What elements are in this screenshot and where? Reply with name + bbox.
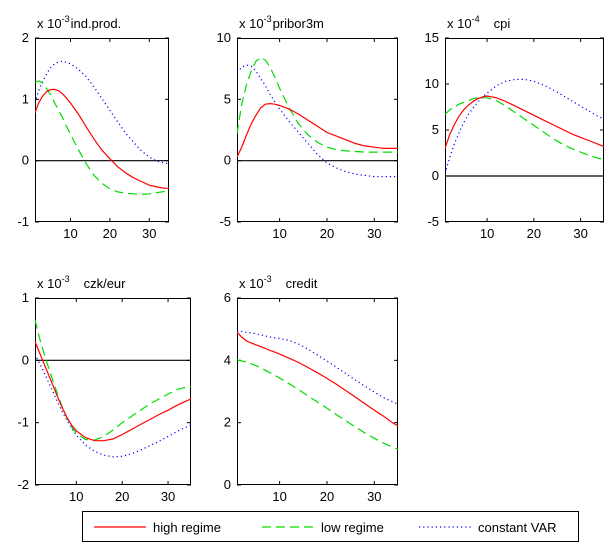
panel-title: x 10-3ind.prod.: [37, 14, 121, 31]
panel-title-text: czk/eur: [84, 276, 127, 291]
x-tick-label: 10: [272, 489, 286, 504]
x-tick-label: 30: [573, 226, 587, 241]
x-tick-label: 30: [161, 489, 175, 504]
scale-label: x 10: [447, 16, 472, 31]
scale-label: x 10: [37, 276, 62, 291]
y-tick-label: 0: [224, 477, 231, 492]
x-tick-label: 30: [142, 226, 156, 241]
panel-title-text: ind.prod.: [71, 16, 122, 31]
panel-title: x 10-3 credit: [239, 274, 318, 291]
x-tick-label: 30: [367, 489, 381, 504]
scale-exponent: -3: [264, 14, 272, 24]
x-tick-label: 10: [69, 489, 83, 504]
y-tick-label: 2: [22, 30, 29, 45]
scale-exponent: -3: [62, 274, 70, 284]
y-tick-label: -2: [17, 477, 29, 492]
panel-title-text: pribor3m: [273, 16, 324, 31]
legend: high regime low regime constant VAR: [82, 511, 579, 542]
panel-title: x 10-3pribor3m: [239, 14, 324, 31]
x-tick-label: 20: [115, 489, 129, 504]
panel-title: x 10-3 czk/eur: [37, 274, 126, 291]
y-tick-label: -5: [427, 214, 439, 229]
series-line-low-regime: [237, 56, 398, 153]
y-tick-label: 5: [224, 91, 231, 106]
legend-label: low regime: [321, 520, 384, 535]
panel-title-text: cpi: [494, 16, 511, 31]
y-tick-label: 4: [224, 352, 231, 367]
y-tick-label: -5: [219, 214, 231, 229]
x-tick-label: 20: [320, 226, 334, 241]
x-tick-label: 20: [527, 226, 541, 241]
panel-2: -5 0 5 10 10 20 30 x 10-3pribor3m: [217, 14, 398, 241]
series-line-constant-var: [35, 353, 191, 458]
series-line-high-regime: [237, 102, 398, 158]
legend-box: [82, 511, 579, 542]
scale-label: x 10: [239, 16, 264, 31]
y-tick-label: 0: [224, 153, 231, 168]
series-line-low-regime: [35, 80, 169, 196]
series-line-high-regime: [35, 88, 169, 189]
panel-1: -1 0 1 2 10 20 30 x 10-3ind.prod.: [17, 14, 169, 241]
series-line-constant-var: [237, 64, 398, 178]
series-line-constant-var: [237, 330, 398, 405]
panel-axes-frame: [237, 298, 398, 485]
panel-title-text: credit: [286, 276, 318, 291]
panel-axes-frame: [445, 38, 604, 222]
legend-label: constant VAR: [478, 520, 557, 535]
series-line-low-regime: [35, 319, 191, 441]
y-tick-label: 1: [22, 290, 29, 305]
series-line-high-regime: [445, 95, 604, 149]
y-tick-label: 2: [224, 415, 231, 430]
y-tick-label: 6: [224, 290, 231, 305]
x-tick-label: 10: [480, 226, 494, 241]
y-tick-label: 10: [425, 76, 439, 91]
panel-title: x 10-4 cpi: [447, 14, 510, 31]
x-tick-label: 10: [63, 226, 77, 241]
series-line-low-regime: [237, 359, 398, 450]
scale-label: x 10: [239, 276, 264, 291]
panel-axes-frame: [237, 38, 398, 222]
series-line-high-regime: [237, 331, 398, 427]
panel-axes-frame: [35, 38, 169, 222]
series-line-constant-var: [35, 60, 169, 165]
y-tick-label: 15: [425, 30, 439, 45]
panel-3: -5 0 5 10 15 10 20 30 x 10-4 cpi: [425, 14, 604, 241]
series-line-low-regime: [445, 97, 604, 160]
x-tick-label: 20: [103, 226, 117, 241]
scale-exponent: -4: [472, 14, 480, 24]
scale-label: x 10: [37, 16, 62, 31]
y-tick-label: 1: [22, 91, 29, 106]
y-tick-label: -1: [17, 415, 29, 430]
scale-exponent: -3: [264, 274, 272, 284]
scale-exponent: -3: [62, 14, 70, 24]
y-tick-label: 5: [432, 122, 439, 137]
y-tick-label: 0: [22, 352, 29, 367]
x-tick-label: 30: [367, 226, 381, 241]
y-tick-label: -1: [17, 214, 29, 229]
x-tick-label: 10: [272, 226, 286, 241]
x-tick-label: 20: [320, 489, 334, 504]
panel-axes-frame: [35, 298, 191, 485]
y-tick-label: 10: [217, 30, 231, 45]
series-line-high-regime: [35, 341, 191, 442]
panel-5: 0 2 4 6 10 20 30 x 10-3 credit: [224, 274, 398, 504]
panel-4: -2 -1 0 1 10 20 30 x 10-3 czk/eur: [17, 274, 191, 504]
series-line-constant-var: [445, 78, 604, 174]
legend-label: high regime: [153, 520, 221, 535]
y-tick-label: 0: [22, 153, 29, 168]
y-tick-label: 0: [432, 168, 439, 183]
